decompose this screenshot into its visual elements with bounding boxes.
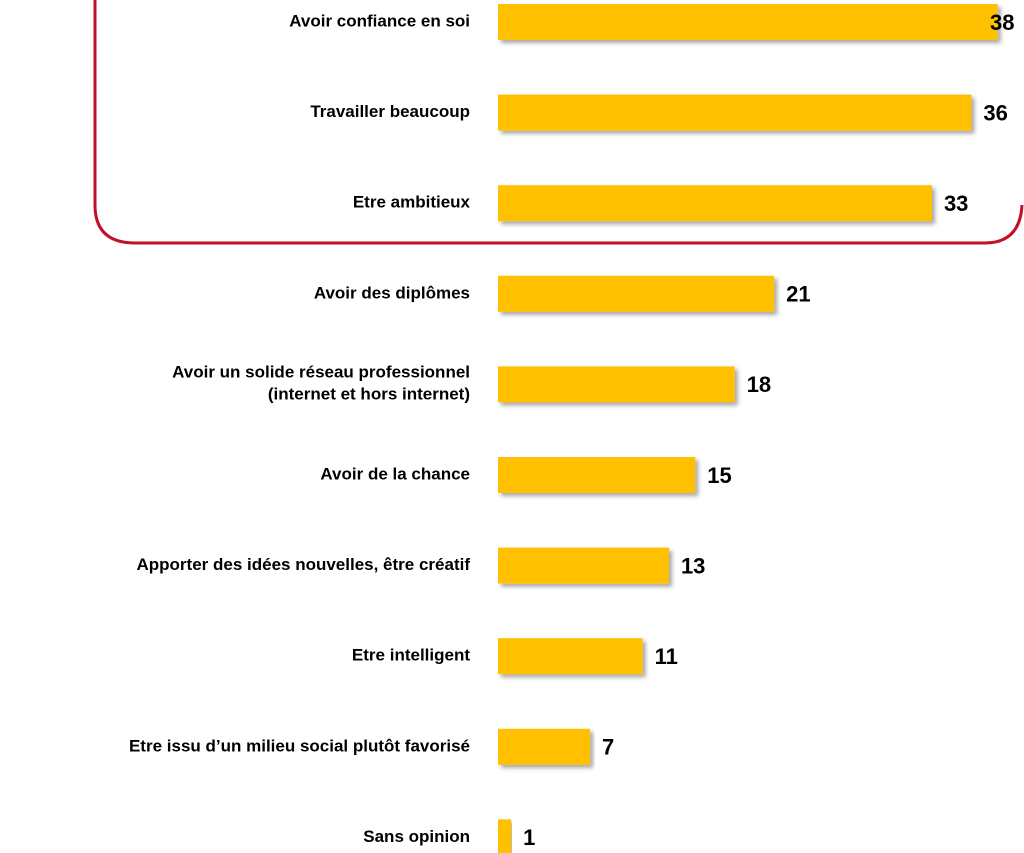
value-label: 15: [707, 463, 731, 488]
bar: [498, 4, 998, 40]
category-label: Etre intelligent: [352, 646, 470, 665]
highlight-frame: [93, 0, 1024, 245]
bar: [498, 185, 932, 222]
category-label: Travailler beaucoup: [310, 102, 470, 121]
category-label: Avoir des diplômes: [314, 283, 470, 302]
category-label: Sans opinion: [363, 827, 470, 846]
bar: [498, 547, 669, 584]
bar: [498, 275, 775, 312]
value-label: 33: [944, 191, 968, 216]
bar: [498, 728, 591, 765]
value-label: 11: [655, 644, 678, 669]
bar: [498, 638, 643, 675]
value-label: 7: [602, 735, 614, 760]
bar: [498, 366, 735, 403]
category-label: Etre issu d’un milieu social plutôt favo…: [129, 736, 470, 755]
value-label: 21: [786, 282, 810, 307]
bar: [498, 94, 972, 131]
value-label: 1: [523, 825, 535, 850]
value-label: 18: [747, 372, 771, 397]
category-label: Etre ambitieux: [353, 193, 471, 212]
category-label: Avoir confiance en soi: [289, 11, 470, 30]
category-label: Avoir un solide réseau professionnel (int…: [172, 363, 470, 404]
bar: [498, 819, 512, 853]
category-label: Avoir de la chance: [320, 464, 470, 483]
category-label: Apporter des idées nouvelles, être créat…: [136, 555, 470, 574]
value-label: 13: [681, 553, 705, 578]
value-label: 38: [990, 10, 1014, 35]
bar: [498, 457, 696, 493]
value-label: 36: [983, 100, 1007, 125]
